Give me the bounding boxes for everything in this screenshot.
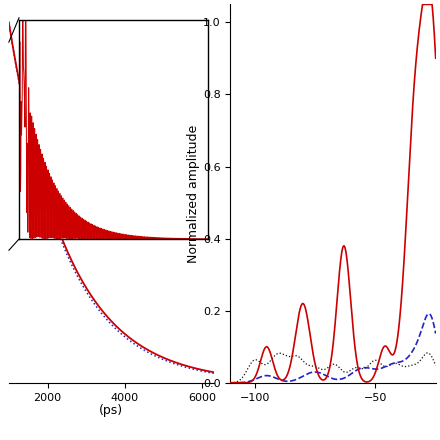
Y-axis label: Normalized amplitude: Normalized amplitude	[187, 125, 200, 263]
X-axis label: (ps): (ps)	[99, 404, 124, 417]
